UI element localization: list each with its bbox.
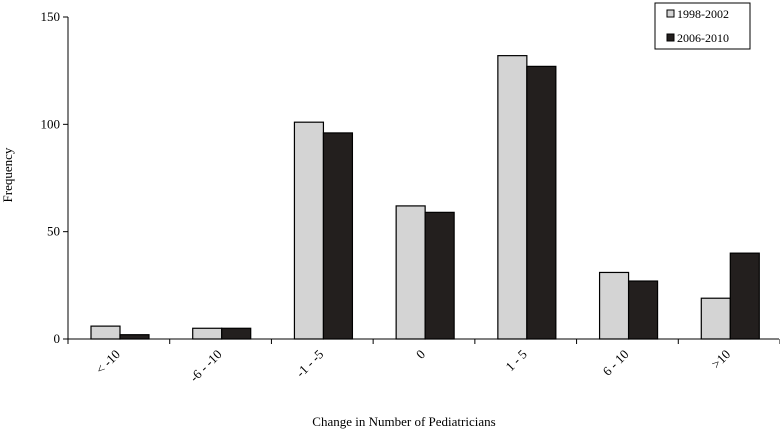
- bar-series-1: [598, 271, 630, 340]
- x-tick-label: 6 - 10: [599, 347, 631, 379]
- x-tick-label: -6 - -10: [187, 347, 225, 385]
- y-axis-label: Frequency: [0, 147, 15, 202]
- bar-series-2: [119, 334, 150, 340]
- bar-series-1: [192, 327, 223, 340]
- legend-swatch-series-1: [666, 9, 675, 18]
- bar-series-1: [293, 121, 325, 340]
- x-tick-label: -1 - -5: [293, 347, 327, 381]
- legend-label-series-1: 1998-2002: [677, 7, 729, 21]
- legend: 1998-2002 2006-2010: [654, 2, 751, 50]
- x-tick-label: 1 - 5: [502, 347, 529, 374]
- x-ticks-group: < -10 -6 - -10 -1 - -5 0 1 - 5 6 - 10 >10: [67, 339, 780, 385]
- legend-label-series-2: 2006-2010: [677, 31, 729, 45]
- axes-group: [67, 17, 779, 340]
- bar-series-2: [526, 65, 557, 340]
- bar-series-2: [729, 252, 760, 340]
- y-tick-label: 0: [54, 331, 61, 346]
- y-tick-label: 150: [41, 9, 61, 24]
- bar-series-2: [424, 211, 455, 340]
- legend-swatch-series-2: [666, 33, 675, 42]
- x-tick-label: 0: [413, 347, 428, 362]
- x-axis-label: Change in Number of Pediatricians: [312, 414, 495, 429]
- bar-series-2: [627, 280, 659, 340]
- bar-series-1: [90, 325, 121, 340]
- y-ticks-group: 0 50 100 150: [41, 9, 68, 346]
- y-tick-label: 100: [41, 116, 61, 131]
- bar-series-2: [322, 132, 354, 340]
- bar-series-1: [395, 205, 426, 340]
- x-tick-label: >10: [708, 347, 733, 372]
- y-tick-label: 50: [47, 224, 60, 239]
- bar-series-2: [221, 327, 252, 340]
- bar-series-1: [497, 55, 528, 340]
- bar-series-1: [700, 297, 731, 340]
- bars-group: [90, 55, 760, 340]
- x-tick-label: < -10: [93, 347, 123, 377]
